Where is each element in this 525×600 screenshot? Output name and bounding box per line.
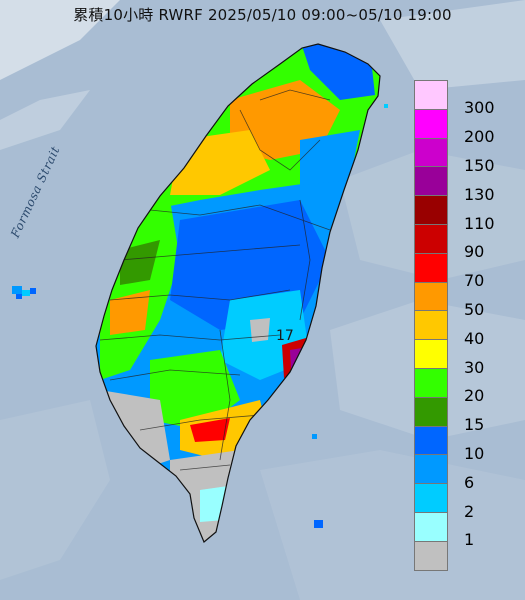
cloud-streak — [380, 0, 525, 90]
legend-label: 6 — [464, 472, 475, 492]
legend-swatch — [414, 166, 448, 197]
legend-swatch — [414, 310, 448, 341]
legend-swatch — [414, 396, 448, 427]
cloud-streak — [0, 90, 90, 150]
taiwan-coastline — [95, 43, 381, 543]
legend-swatch — [414, 108, 448, 139]
legend-label: 150 — [464, 156, 495, 175]
cloud-streak — [0, 0, 120, 80]
legend-swatch — [414, 137, 448, 168]
guishan-island — [384, 104, 388, 108]
legend-label: 2 — [464, 501, 475, 521]
penghu-islands — [12, 286, 36, 299]
legend-swatch — [414, 195, 448, 225]
legend-swatch — [414, 425, 448, 456]
peak-value-label: 17 — [276, 328, 294, 344]
legend-label: 20 — [464, 386, 485, 406]
map-title: 累積10小時 RWRF 2025/05/10 09:00~05/10 19:00 — [73, 6, 452, 24]
legend-label: 70 — [464, 271, 485, 291]
legend-label: 110 — [464, 213, 495, 233]
cloud-streak — [260, 450, 525, 600]
legend-swatch — [414, 512, 448, 542]
legend-label: 50 — [464, 300, 485, 319]
green-island — [312, 434, 317, 439]
legend-swatch — [414, 252, 448, 283]
legend-swatch — [414, 454, 448, 485]
legend-label: 40 — [464, 328, 485, 348]
legend-label: 30 — [464, 357, 485, 377]
legend-label: 300 — [464, 98, 495, 118]
orchid-island — [314, 520, 323, 528]
legend-label: 15 — [464, 415, 485, 435]
legend-label: 1 — [464, 530, 475, 550]
cloud-streak — [0, 400, 110, 580]
legend-swatch — [414, 540, 448, 571]
legend-swatch — [414, 368, 448, 398]
legend-label: 90 — [464, 242, 485, 262]
legend-swatch — [414, 224, 448, 254]
legend-label: 200 — [464, 127, 495, 147]
legend-swatch — [414, 281, 448, 312]
legend-swatch — [414, 339, 448, 369]
legend-swatch — [414, 483, 448, 513]
basin-boundaries — [99, 89, 331, 471]
legend-swatch — [414, 80, 448, 110]
legend-label: 130 — [464, 184, 495, 204]
rainfall-legend: 300 200 150 130 110 90 70 50 40 30 20 15 10 6 2 1 — [414, 80, 520, 571]
legend-label: 10 — [464, 444, 485, 463]
